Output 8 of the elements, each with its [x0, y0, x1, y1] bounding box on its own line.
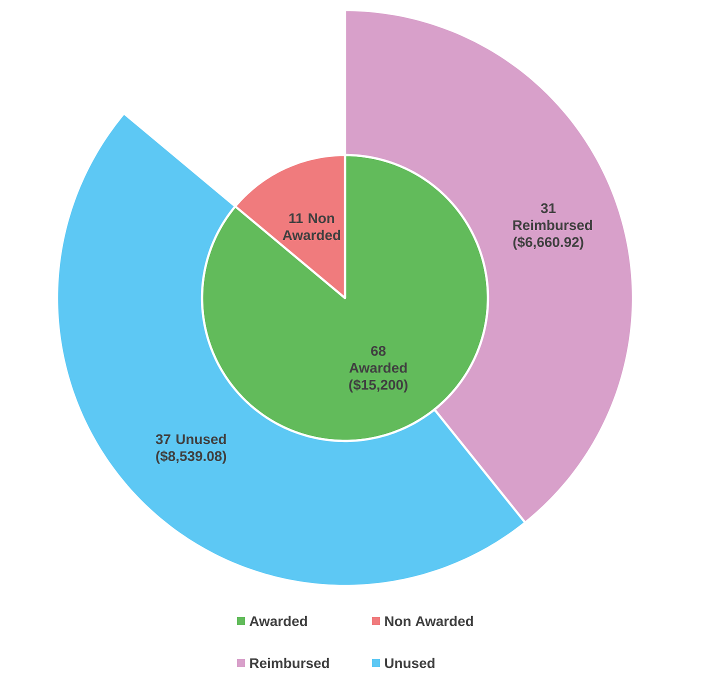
legend-label: Awarded — [250, 616, 307, 626]
data-label: 11 Non Awarded — [282, 213, 340, 240]
legend-label: Reimbursed — [250, 658, 329, 668]
data-label: 31 Reimbursed ($6,660.92) — [513, 203, 592, 250]
legend-label: Unused — [385, 658, 434, 668]
data-label: 37 Unused ($8,539.08) — [156, 434, 226, 464]
legend-label: Non Awarded — [385, 616, 473, 626]
data-label: 68 Awarded ($15,200) — [349, 346, 408, 392]
